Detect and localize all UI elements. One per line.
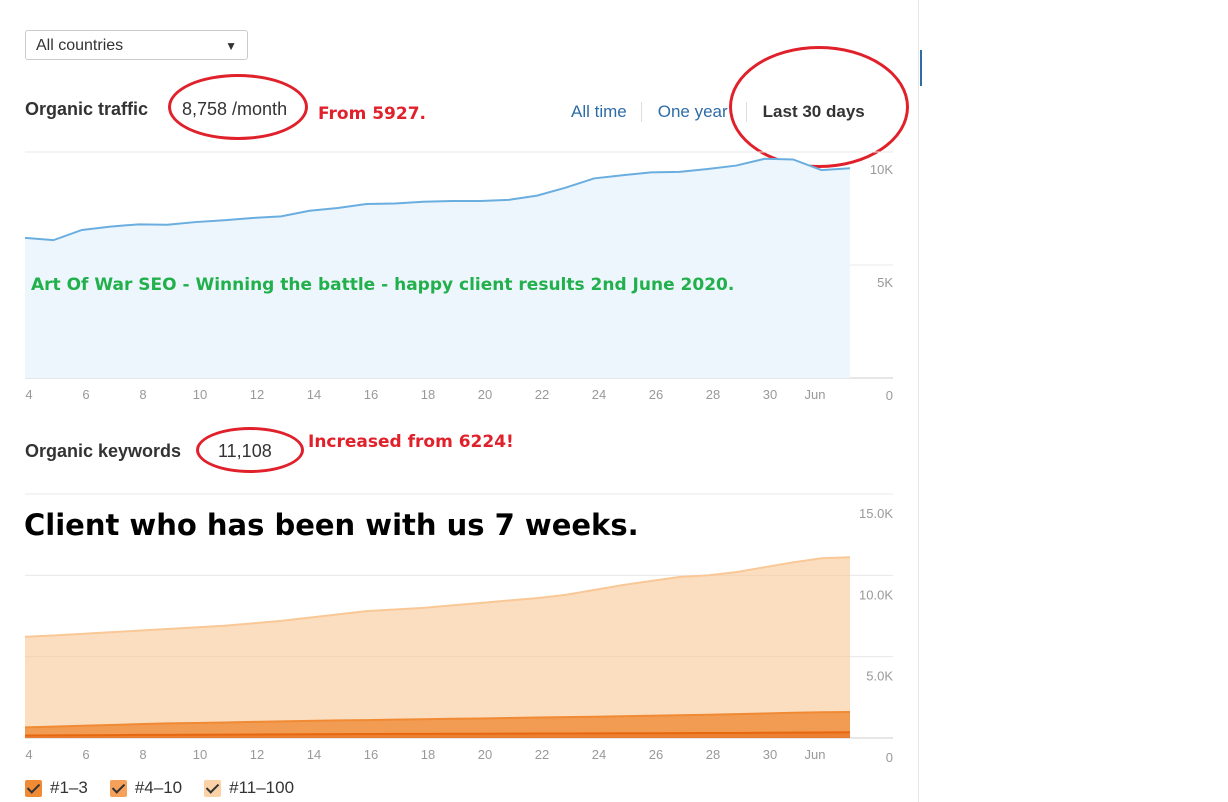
x-tick-label: 26 xyxy=(649,747,663,762)
x-tick-label: 26 xyxy=(649,387,663,402)
keywords-banner: Client who has been with us 7 weeks. xyxy=(24,508,639,542)
keywords-legend: #1–3 #4–10 #11–100 xyxy=(25,778,294,798)
x-tick-label: Jun xyxy=(805,387,826,402)
y-tick-label: 5.0K xyxy=(866,669,893,684)
x-tick-label: 20 xyxy=(478,387,492,402)
series-area xyxy=(25,557,850,728)
x-tick-label: 6 xyxy=(82,387,89,402)
country-select[interactable]: All countries ▼ xyxy=(25,30,248,60)
tab-all-time[interactable]: All time xyxy=(571,102,627,121)
x-tick-label: 20 xyxy=(478,747,492,762)
x-tick-label: 28 xyxy=(706,747,720,762)
checkbox-icon[interactable] xyxy=(109,779,127,797)
x-tick-label: 10 xyxy=(193,747,207,762)
y-tick-label: 0 xyxy=(886,750,893,765)
series-area xyxy=(25,711,850,736)
x-tick-label: 8 xyxy=(139,387,146,402)
panel-divider xyxy=(918,0,919,802)
legend-label: #1–3 xyxy=(50,778,88,797)
checkbox-icon[interactable] xyxy=(25,779,42,797)
x-tick-label: 8 xyxy=(139,747,146,762)
x-tick-label: 12 xyxy=(250,387,264,402)
y-tick-label: 15.0K xyxy=(859,506,893,521)
x-tick-label: Jun xyxy=(805,747,826,762)
series-line xyxy=(24,556,851,638)
traffic-note: From 5927. xyxy=(318,104,426,124)
traffic-banner: Art Of War SEO - Winning the battle - ha… xyxy=(31,275,735,295)
x-tick-label: 30 xyxy=(763,387,777,402)
organic-keywords-label: Organic keywords xyxy=(25,441,182,461)
legend-item-top100[interactable]: #11–100 xyxy=(204,778,294,798)
scroll-indicator xyxy=(920,50,922,86)
organic-keywords-chart: 15.0K 10.0K 5.0K 0 4 6 8 10 12 14 16 18 20 22 24 26 28 30… xyxy=(24,493,893,765)
series-line xyxy=(24,710,851,729)
y-tick-label: 0 xyxy=(886,388,893,403)
last-30-days-highlight xyxy=(729,46,909,168)
x-tick-label: 14 xyxy=(307,747,321,762)
x-tick-label: 18 xyxy=(421,747,435,762)
x-tick-label: 6 xyxy=(82,747,89,762)
x-tick-label: 14 xyxy=(307,387,321,402)
x-tick-label: 24 xyxy=(592,747,606,762)
keywords-value-highlight xyxy=(196,427,304,473)
x-tick-label: 22 xyxy=(535,387,549,402)
chevron-down-icon: ▼ xyxy=(225,39,237,53)
x-tick-label: 28 xyxy=(706,387,720,402)
series-line xyxy=(24,731,851,737)
series-area xyxy=(25,158,850,378)
organic-traffic-label: Organic traffic xyxy=(25,99,149,119)
x-tick-label: 4 xyxy=(25,747,32,762)
x-tick-label: 10 xyxy=(193,387,207,402)
x-tick-label: 12 xyxy=(250,747,264,762)
x-tick-label: 30 xyxy=(763,747,777,762)
traffic-value-highlight xyxy=(168,74,308,140)
x-tick-label: 18 xyxy=(421,387,435,402)
legend-label: #11–100 xyxy=(229,778,295,797)
x-tick-label: 4 xyxy=(25,387,32,402)
legend-label: #4–10 xyxy=(134,778,183,797)
country-select-value: All countries xyxy=(36,37,124,54)
checkbox-icon[interactable] xyxy=(204,779,222,797)
keywords-note: Increased from 6224! xyxy=(308,432,514,452)
legend-item-top10[interactable]: #4–10 xyxy=(109,778,183,798)
y-tick-label: 10K xyxy=(870,162,893,177)
x-tick-label: 22 xyxy=(535,747,549,762)
tab-one-year[interactable]: One year xyxy=(640,102,746,122)
organic-traffic-chart: 10K 5K 0 4 6 8 10 12 14 16 18 20 22 24 26 28 30 Jun xyxy=(24,151,893,403)
x-tick-label: 24 xyxy=(592,387,606,402)
x-tick-label: 16 xyxy=(364,387,378,402)
x-tick-label: 16 xyxy=(364,747,378,762)
y-tick-label: 5K xyxy=(877,275,893,290)
legend-item-top3[interactable]: #1–3 xyxy=(25,778,88,798)
series-line xyxy=(24,157,851,242)
y-tick-label: 10.0K xyxy=(859,587,893,602)
